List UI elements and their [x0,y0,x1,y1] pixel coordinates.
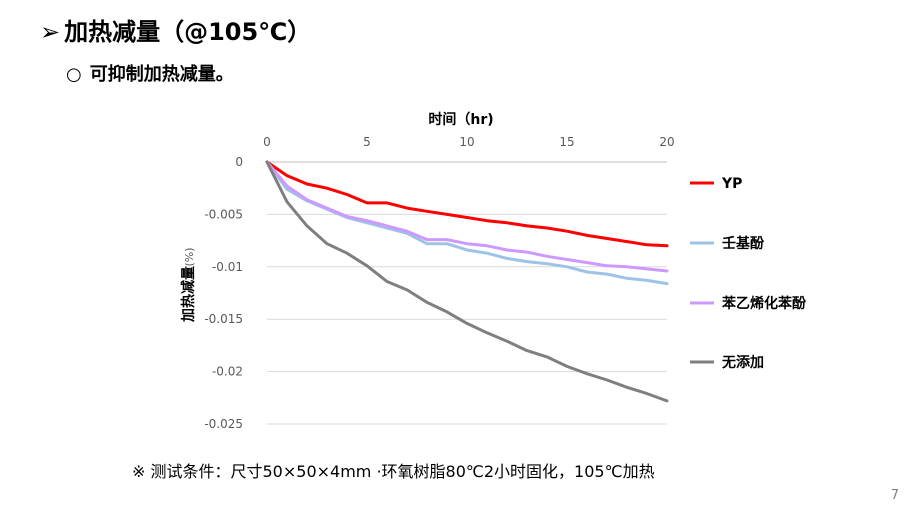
bullet-point-text: 可抑制加热减量。 [89,64,234,85]
page-number: 7 [890,488,899,503]
chart-axes: 0 -0.005 -0.01 -0.015 -0.02 -0.025 0 5 10 15 20 [204,135,674,431]
series-line [265,160,669,403]
y-axis-title: 加热减量 [180,266,197,323]
legend-label: 无添加 [721,354,764,371]
y-tick-label: -0.025 [204,417,243,431]
legend-label: YP [721,176,742,192]
series-line [265,160,669,273]
y-tick-label: -0.005 [204,207,243,221]
legend-label: 壬基酚 [722,235,765,252]
x-tick-label: 15 [559,135,574,149]
y-tick-label: 0 [235,155,243,169]
arrow-icon: ➢ [40,18,61,46]
y-axis-unit: (%) [183,247,196,266]
x-tick-label: 5 [363,135,371,149]
x-axis-title: 时间（hr) [428,111,493,128]
x-tick-label: 10 [459,135,474,149]
x-tick-label: 0 [263,135,271,149]
chart-gridlines [267,161,667,425]
bullet-point: ○ 可抑制加热减量。 [66,60,234,86]
legend-label: 苯乙烯化苯酚 [721,295,807,312]
slide-title-text: 加热减量（@105℃） [64,18,312,46]
y-tick-label: -0.02 [212,365,243,379]
y-tick-label: -0.01 [212,260,243,274]
footnote: ※ 测试条件：尺寸50×50×4mm ·环氧树脂80℃2小时固化，105℃加热 [132,462,655,481]
circle-bullet-icon: ○ [66,64,82,85]
chart-series [265,160,669,403]
slide-title: ➢ 加热减量（@105℃） [40,12,311,47]
y-tick-label: -0.015 [204,312,243,326]
series-line [265,160,669,248]
x-tick-label: 20 [659,135,674,149]
